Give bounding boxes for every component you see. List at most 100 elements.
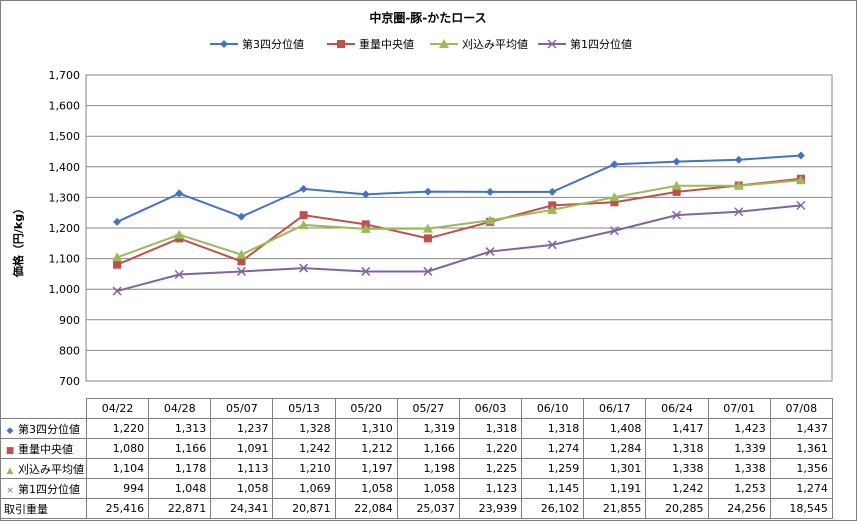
data-label: 23,939 [458,498,523,519]
row-legend-marker: ▲ [6,465,14,476]
data-label: 1,058 [334,478,398,499]
data-label: 1,274 [769,478,833,499]
row-header: ■ 重量中央値 [0,438,87,459]
data-label: 1,058 [396,478,460,499]
y-tick-label: 1,700 [49,69,81,82]
data-label: 1,220 [85,418,150,439]
data-point [672,210,682,220]
data-point [112,286,122,296]
x-tick-label: 05/07 [210,398,274,419]
row-label: 第1四分位値 [18,482,80,496]
series-line [116,154,801,223]
data-point [610,160,619,169]
chart-title: 中京圏-豚-かたロース [369,10,486,25]
data-label: 1,210 [272,458,336,479]
data-point [113,217,122,226]
y-tick-label: 1,000 [49,283,81,296]
data-label: 1,339 [707,438,771,459]
gridlines [85,74,833,382]
table-header-row: 04/22 04/28 05/07 05/13 05/20 05/27 06/03 06/10… [0,398,833,419]
x-tick-label: 06/17 [583,398,647,419]
y-axis-ticks: 700 800 900 1,000 1,100 1,200 1,300 1,400 1,500 1… [49,69,81,388]
y-tick-label: 1,600 [49,100,81,113]
data-label: 1,284 [583,438,647,459]
legend-item: 第1四分位値 [538,37,632,51]
data-label: 1,191 [583,478,647,499]
data-point [610,198,619,207]
x-tick-label: 06/24 [645,398,709,419]
data-label: 1,301 [583,458,647,479]
row-legend-marker: ◆ [6,425,14,436]
data-point [299,211,308,220]
y-tick-label: 1,400 [49,161,81,174]
series-square [113,174,805,269]
x-tick-label: 04/22 [85,398,150,419]
data-point [423,234,432,243]
series-diamond [113,151,805,226]
data-point [547,39,557,49]
data-point [609,192,620,202]
data-label: 1,069 [272,478,336,499]
data-label: 1,338 [707,458,771,479]
data-label: 22,084 [334,498,398,519]
plot-area [85,74,833,382]
legend-label: 刈込み平均値 [462,38,528,51]
data-point [609,226,619,236]
table-corner [0,398,87,419]
series-line [116,204,802,293]
series-line [116,179,802,259]
data-label: 1,319 [396,418,460,439]
data-label: 1,080 [85,438,150,459]
data-label: 1,338 [645,458,709,479]
data-point [796,200,806,210]
row-label: 第3四分位値 [18,422,80,436]
series-line [116,177,802,266]
series-x [112,200,806,296]
series-triangle [112,175,806,262]
data-label: 1,437 [769,418,833,439]
data-label: 1,313 [148,418,212,439]
row-header: ▲ 刈込み平均値 [0,458,87,479]
data-point [360,223,371,233]
table-row: ■ 重量中央値 1,080 1,166 1,091 1,242 1,212 1,166 1,22… [0,438,833,459]
data-point [795,175,806,185]
row-label: 刈込み平均値 [18,462,84,476]
data-label: 1,328 [272,418,336,439]
data-label: 1,048 [148,478,212,499]
x-tick-label: 04/28 [148,398,212,419]
data-point [796,151,805,160]
data-label: 1,242 [272,438,336,459]
data-label: 18,545 [769,498,833,519]
data-label: 1,361 [769,438,833,459]
data-label: 1,310 [334,418,398,439]
data-point [174,229,185,239]
x-tick-label: 07/08 [769,398,833,419]
data-point [422,223,433,233]
y-tick-label: 800 [59,344,80,357]
y-tick-label: 1,300 [49,191,81,204]
data-label: 1,058 [210,478,274,499]
y-tick-label: 900 [59,314,80,327]
x-tick-label: 05/20 [334,398,398,419]
data-label: 1,145 [521,478,585,499]
data-label: 1,408 [583,418,647,439]
table-body: ◆ 第3四分位値 1,220 1,313 1,237 1,328 1,310 1,319 1,3… [0,418,833,519]
data-label: 1,104 [85,458,150,479]
data-point [486,187,495,196]
data-label: 1,318 [458,418,523,439]
data-label: 1,237 [210,418,274,439]
data-label: 22,871 [148,498,212,519]
data-point [112,252,123,262]
legend-label: 重量中央値 [359,37,414,51]
data-point [734,155,743,164]
data-label: 1,198 [396,458,460,479]
legend-item: 刈込み平均値 [430,38,528,51]
legend-item: 第3四分位値 [210,37,304,51]
data-point [299,184,308,193]
data-point [671,180,682,190]
data-label: 1,423 [707,418,771,439]
data-label: 1,123 [458,478,523,499]
data-label: 21,855 [583,498,647,519]
data-label: 1,166 [148,438,212,459]
